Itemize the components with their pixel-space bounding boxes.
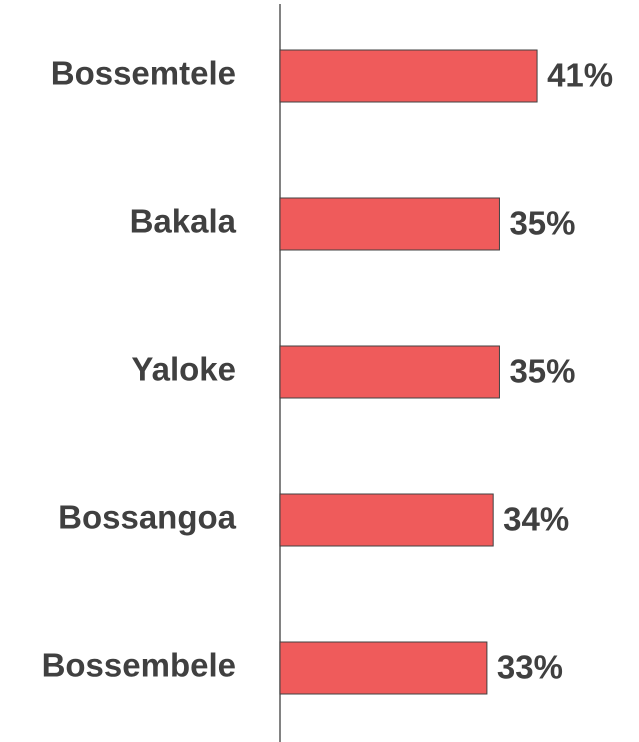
bar — [279, 493, 494, 547]
bar — [279, 197, 500, 251]
value-label: 34% — [503, 501, 569, 538]
bar — [279, 345, 500, 399]
category-label: Bossembele — [42, 647, 236, 684]
value-label: 33% — [497, 649, 563, 686]
value-label: 41% — [547, 57, 613, 94]
bar — [279, 641, 488, 695]
category-label: Yaloke — [131, 351, 236, 388]
value-label: 35% — [509, 205, 575, 242]
bar — [279, 49, 538, 103]
category-label: Bakala — [130, 203, 237, 240]
category-label: Bossemtele — [51, 55, 236, 92]
category-label: Bossangoa — [58, 499, 237, 536]
value-label: 35% — [509, 353, 575, 390]
